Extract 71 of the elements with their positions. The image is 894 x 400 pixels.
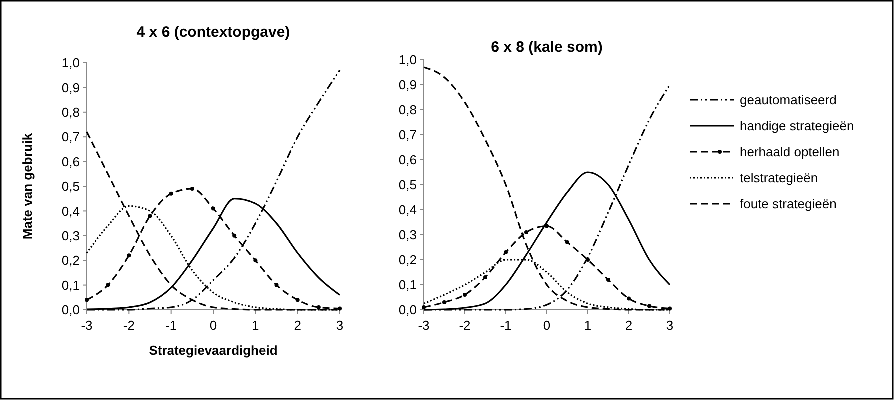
chart-title: 6 x 8 (kale som) bbox=[491, 39, 603, 56]
point bbox=[148, 214, 152, 218]
legend-label: herhaald optellen bbox=[740, 144, 840, 160]
y-tick-label: 0,5 bbox=[62, 179, 80, 194]
y-axis-title: Mate van gebruik bbox=[20, 132, 35, 240]
point bbox=[422, 306, 426, 310]
point bbox=[606, 278, 610, 282]
point bbox=[627, 296, 631, 301]
x-axis-title: Strategievaardigheid bbox=[149, 343, 278, 358]
point bbox=[545, 224, 549, 228]
y-tick-label: 0,9 bbox=[398, 78, 417, 93]
point bbox=[648, 304, 652, 308]
point bbox=[442, 300, 446, 304]
y-tick-label: 0,8 bbox=[398, 102, 417, 118]
point bbox=[463, 293, 467, 297]
chart-title: 4 x 6 (contextopgave) bbox=[136, 24, 290, 41]
y-tick-label: 1,0 bbox=[62, 56, 80, 71]
x-tick-label: 1 bbox=[584, 318, 592, 333]
y-tick-label: 0,4 bbox=[398, 202, 417, 218]
point bbox=[106, 283, 110, 288]
x-tick-label: 1 bbox=[252, 318, 260, 333]
x-tick-label: -1 bbox=[500, 318, 512, 333]
y-tick-label: 0,4 bbox=[62, 204, 80, 219]
point bbox=[338, 306, 342, 311]
y-tick-label: 0,5 bbox=[398, 178, 417, 193]
point bbox=[524, 230, 528, 234]
y-tick-label: 0,9 bbox=[62, 80, 80, 96]
point bbox=[127, 254, 132, 258]
point bbox=[169, 192, 174, 196]
x-tick-label: -1 bbox=[166, 318, 178, 333]
point bbox=[85, 298, 89, 302]
point bbox=[484, 276, 488, 280]
point bbox=[586, 258, 590, 262]
point bbox=[296, 298, 300, 302]
legend-label: telstrategieën bbox=[740, 170, 818, 186]
point bbox=[190, 186, 194, 191]
y-tick-label: 1,0 bbox=[398, 52, 417, 68]
x-tick-label: 2 bbox=[625, 318, 633, 333]
y-tick-label: 0,7 bbox=[62, 130, 80, 145]
point bbox=[254, 258, 258, 263]
x-tick-label: -2 bbox=[459, 318, 471, 333]
point bbox=[316, 306, 321, 310]
x-tick-label: -2 bbox=[123, 318, 135, 333]
y-tick-label: 0,7 bbox=[398, 128, 417, 143]
point bbox=[274, 283, 279, 288]
point bbox=[566, 240, 570, 244]
x-tick-label: 2 bbox=[294, 318, 302, 333]
y-tick-label: 0,6 bbox=[62, 154, 80, 170]
point bbox=[232, 234, 237, 238]
point bbox=[504, 250, 508, 254]
y-tick-label: 0,1 bbox=[62, 278, 80, 293]
y-tick-label: 0,0 bbox=[62, 302, 80, 318]
point bbox=[668, 306, 672, 311]
x-tick-label: -3 bbox=[81, 318, 93, 333]
y-tick-label: 0,6 bbox=[398, 152, 417, 168]
x-tick-label: 3 bbox=[666, 318, 674, 333]
y-tick-label: 0,1 bbox=[398, 278, 417, 293]
x-tick-label: 0 bbox=[543, 318, 551, 333]
y-tick-label: 0,3 bbox=[62, 228, 80, 244]
x-tick-label: 3 bbox=[336, 318, 344, 333]
y-tick-label: 0,2 bbox=[398, 252, 417, 268]
point bbox=[212, 206, 216, 211]
legend-label: geautomatiseerd bbox=[740, 92, 837, 108]
x-tick-label: -3 bbox=[418, 318, 430, 333]
legend-label: foute strategieën bbox=[740, 196, 837, 212]
x-tick-label: 0 bbox=[210, 318, 218, 333]
y-tick-label: 0,2 bbox=[62, 253, 80, 268]
y-tick-label: 0,3 bbox=[398, 228, 417, 243]
y-tick-label: 0,8 bbox=[62, 104, 80, 120]
y-tick-label: 0,0 bbox=[398, 302, 417, 318]
legend-label: handige strategieën bbox=[740, 118, 854, 134]
